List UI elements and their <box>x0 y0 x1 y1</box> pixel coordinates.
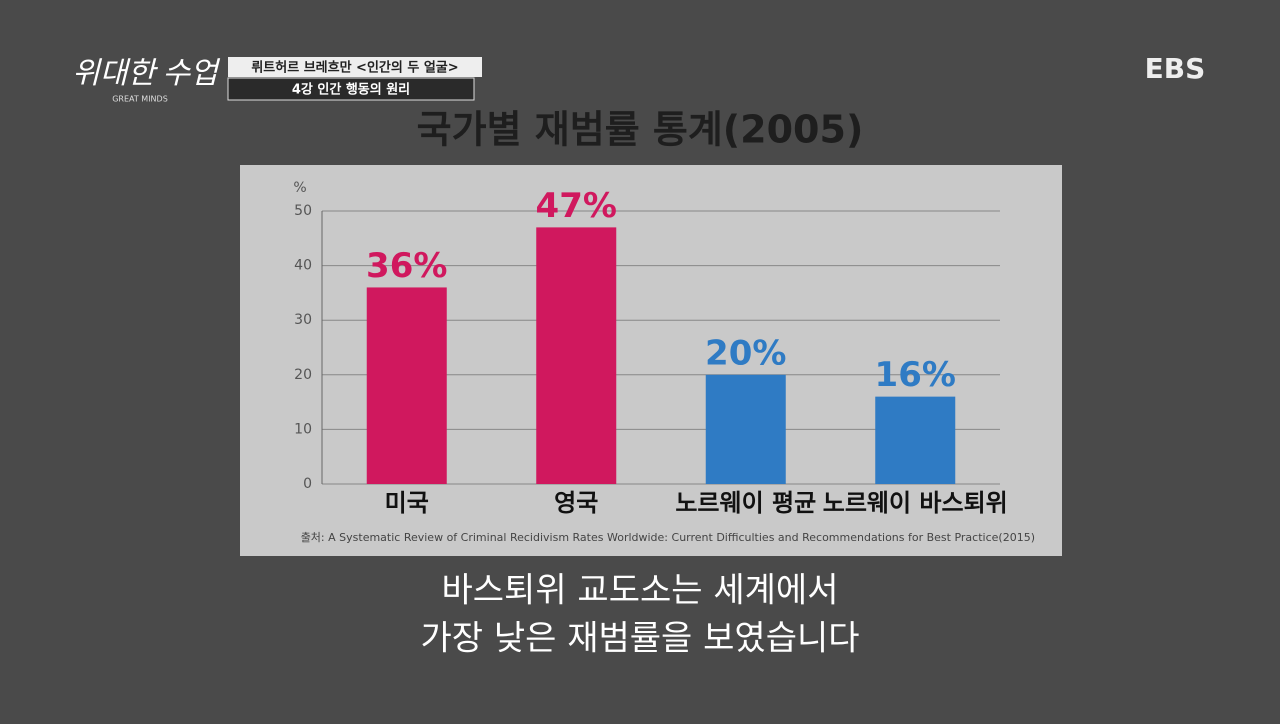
bar <box>705 374 786 484</box>
program-box <box>228 57 482 77</box>
channel-logo: EBS <box>1145 52 1206 85</box>
y-tick-label: 0 <box>303 476 312 492</box>
x-tick-label: 노르웨이 평균 <box>675 489 816 517</box>
episode: 4강 인간 행동의 원리 <box>292 82 410 98</box>
data-label: 47% <box>536 186 617 226</box>
y-axis-label: % <box>293 180 306 196</box>
bar <box>366 287 447 484</box>
y-tick-label: 30 <box>294 312 312 328</box>
episode-box <box>227 77 475 101</box>
x-tick-label: 노르웨이 바스퇴위 <box>823 489 1008 517</box>
program: 뤼트허르 브레흐만 <인간의 두 얼굴> <box>251 60 458 76</box>
y-tick-label: 10 <box>294 421 312 437</box>
data-label: 16% <box>875 355 956 395</box>
chart-title: 국가별 재범률 통계(2005) <box>417 108 864 152</box>
y-tick-label: 40 <box>294 258 312 274</box>
bar <box>875 396 956 484</box>
source: 출처: A Systematic Review of Criminal Reci… <box>301 531 1035 544</box>
y-tick-label: 20 <box>294 367 312 383</box>
logo-sub: GREAT MINDS <box>112 95 168 104</box>
y-tick-label: 50 <box>294 203 312 219</box>
data-label: 36% <box>366 246 447 286</box>
logo: 위대한 수업 <box>72 57 221 90</box>
x-tick-label: 영국 <box>554 489 598 517</box>
x-tick-label: 미국 <box>385 489 429 517</box>
bar <box>536 227 617 484</box>
caption-line: 가장 낮은 재범률을 보였습니다 <box>420 619 859 659</box>
caption-line: 바스퇴위 교도소는 세계에서 <box>442 571 839 611</box>
data-label: 20% <box>705 333 786 373</box>
